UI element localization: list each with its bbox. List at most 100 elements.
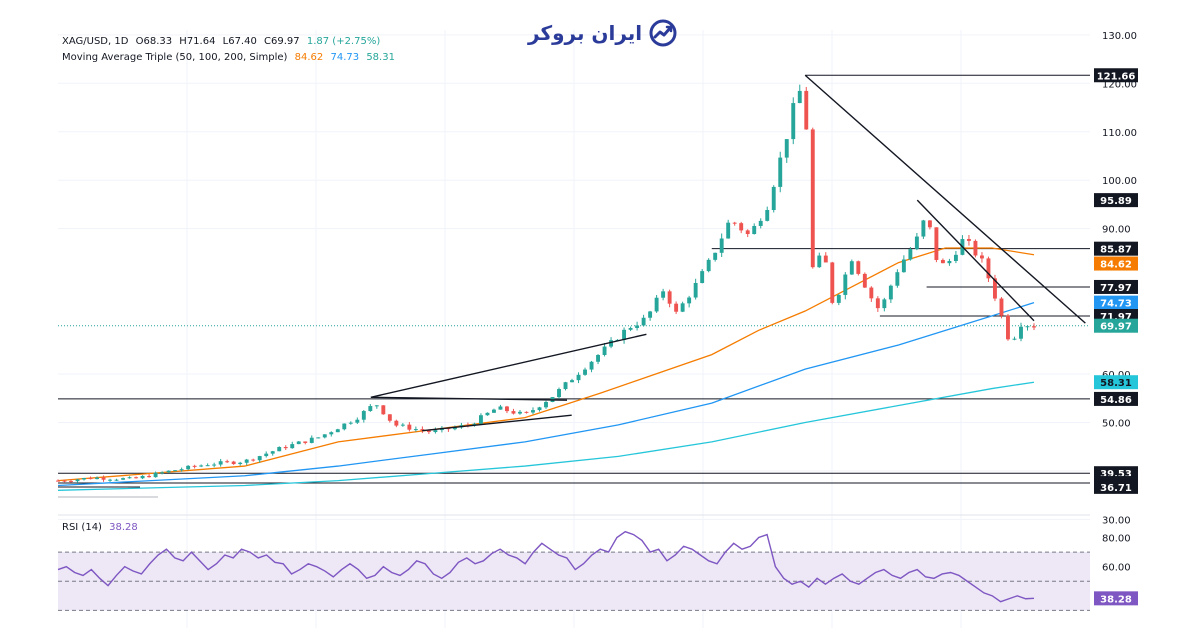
candle-body [192,465,197,467]
candle-body [394,420,399,426]
candle-body [661,291,666,298]
horizontal-levels [58,74,1090,498]
candle-body [869,287,874,299]
ma-line-ma100 [57,302,1035,487]
price-tag-bg [1094,68,1138,83]
candle-body [186,465,191,470]
candle-body [342,423,347,430]
candle-body [374,405,379,407]
candle-body [160,472,165,474]
candle-body [511,411,516,414]
candle-body [765,209,770,221]
low-value: L67.40 [222,36,257,47]
rsi-value: 38.28 [109,522,138,533]
candle-body [778,157,783,187]
symbol-label[interactable]: XAG/USD, 1D [62,36,129,47]
candle-body [544,401,548,408]
candle-body [296,441,301,445]
axis-tick-label: 100.00 [1102,176,1137,187]
candle-body [505,406,509,412]
price-tag-label: 77.97 [1100,283,1132,294]
price-tag-bg [1094,391,1138,406]
ma100-value: 74.73 [330,52,360,63]
candle-body [485,412,490,416]
price-tag-label: 54.86 [1100,395,1132,406]
candle-body [810,129,815,268]
candle-body [674,303,679,312]
price-tag-label: 39.53 [1100,469,1132,480]
candle-body [654,297,659,312]
candle-body [218,461,223,465]
price-tag-label: 95.89 [1100,196,1132,207]
candle-body [452,427,457,430]
candle-body [303,441,308,443]
candlestick-series [56,84,1036,483]
candle-body [108,479,113,481]
candle-body [602,346,607,355]
candle-body [667,291,672,304]
ma-line-ma50 [57,247,1035,482]
candle-body [82,478,86,480]
candle-body [62,480,67,482]
candle-body [1012,338,1017,340]
high-value: H71.64 [179,36,216,47]
candle-body [791,103,796,140]
axis-tick-label: 110.00 [1102,128,1137,139]
candle-body [771,186,776,210]
candle-body [114,479,119,481]
candle-body [316,437,321,439]
candle-body [628,328,633,330]
trendline [916,199,1035,322]
price-tag-label: 85.87 [1100,245,1132,256]
candle-body [570,380,574,383]
candle-body [609,340,614,347]
axis-tick-label: 120.00 [1102,79,1137,90]
price-tags: 121.66 95.89 85.87 84.62 77.97 74.73 71.9769.9… [1094,68,1138,494]
rsi-pane[interactable]: 80.00 60.00 38.28 [57,530,1138,611]
candle-body [940,259,945,264]
ma-label[interactable]: Moving Average Triple (50, 100, 200, Sim… [62,52,288,63]
candle-body [413,429,418,431]
symbol-ohlc-header: XAG/USD, 1D O68.33 H71.64 L67.40 C69.97 … [62,36,384,47]
candle-body [1032,326,1036,328]
candle-body [277,447,282,452]
candle-body [784,139,789,158]
price-axis[interactable]: 130.00120.00110.00100.0090.0060.0050.004… [1102,31,1137,527]
candle-body [921,220,926,237]
candle-body [355,419,360,423]
candle-body [426,430,431,433]
candle-body [622,329,627,340]
price-tag-label: 121.66 [1097,71,1136,82]
brand-logo: ایران بروکر [528,18,678,48]
rsi-tag-bg [1094,591,1138,606]
close-value: C69.97 [264,36,300,47]
candle-body [478,415,483,424]
candle-body [121,478,126,480]
candle-body [700,271,705,283]
candle-body [56,480,60,482]
price-tag-bg [1094,295,1138,310]
candle-body [953,254,958,262]
candle-body [563,382,568,390]
candle-body [205,465,210,467]
candle-body [999,298,1004,316]
candle-body [212,464,217,466]
trendline [804,74,1086,324]
candle-body [927,220,932,228]
candle-body [472,423,477,426]
candle-body [726,222,731,239]
axis-tick-label: 90.00 [1102,225,1131,236]
candle-body [225,461,230,463]
ma200-value: 58.31 [366,52,395,63]
rsi-label[interactable]: RSI (14) [62,522,102,533]
candle-body [719,238,724,253]
price-tag-bg [1094,479,1138,494]
candle-body [804,90,809,130]
candle-body [238,462,243,465]
candle-body [758,220,763,226]
candle-body [732,222,737,224]
candle-body [576,374,581,381]
price-tag-bg [1094,318,1138,333]
candle-body [745,230,750,235]
